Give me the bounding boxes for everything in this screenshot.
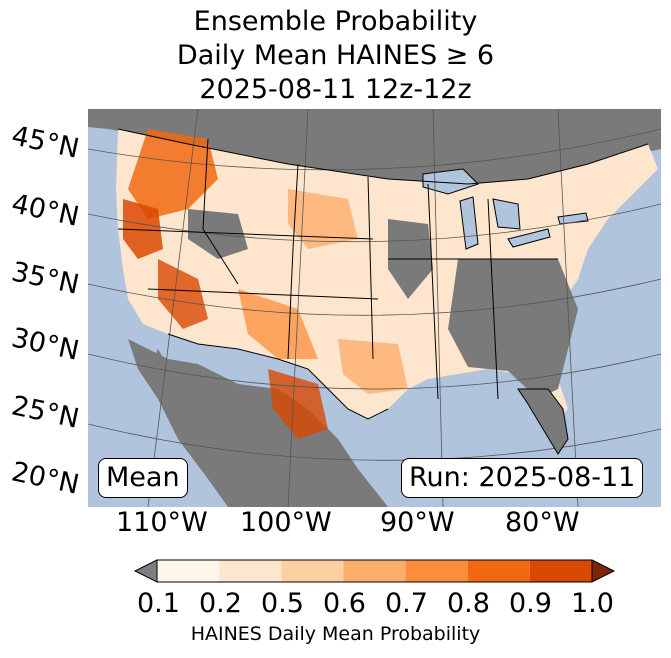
- lon-line-110: [147, 108, 199, 508]
- pacific-nw-high: [128, 129, 218, 219]
- colorbar-label: HAINES Daily Mean Probability: [190, 623, 481, 645]
- lake-erie: [507, 228, 551, 248]
- lon-line-100: [287, 108, 309, 508]
- state-borders: [117, 128, 649, 420]
- colorbar-outline: [156, 559, 593, 583]
- us-canada-border: [117, 128, 649, 185]
- border-segment-7: [427, 183, 439, 400]
- lon-label-110: 110°W: [116, 507, 208, 538]
- stat-label: Mean: [98, 458, 188, 498]
- lon-line-90: [432, 108, 444, 508]
- colorbar-segment-3: [343, 560, 406, 582]
- s-california-high: [158, 259, 208, 329]
- lat-label-40: 40°N: [8, 188, 82, 233]
- colorbar-tick-5: 0.8: [447, 588, 490, 619]
- colorbar-segment-4: [405, 560, 468, 582]
- colorbar-segment-6: [529, 560, 592, 582]
- colorbar-over-arrow: [591, 559, 616, 583]
- lat-label-30: 30°N: [8, 322, 82, 367]
- n-california-high: [123, 199, 163, 259]
- lon-label-100: 100°W: [240, 507, 332, 538]
- border-segment-8: [487, 198, 499, 400]
- colorbar-tick-2: 0.5: [261, 588, 304, 619]
- border-segment-3: [367, 176, 374, 360]
- colorbar-tick-1: 0.2: [199, 588, 242, 619]
- colorbar-tick-4: 0.7: [385, 588, 428, 619]
- colorbar-tick-6: 0.9: [509, 588, 552, 619]
- graticule: [87, 108, 662, 508]
- lat-label-45: 45°N: [8, 120, 82, 165]
- border-segment-5: [147, 288, 379, 300]
- mexico-land: [128, 339, 388, 507]
- lat-line-40: [87, 203, 662, 243]
- colorbar-under-arrow: [133, 559, 158, 583]
- rockies-mid: [288, 189, 358, 249]
- lat-label-35: 35°N: [8, 256, 82, 301]
- colorbar-tick-3: 0.6: [323, 588, 366, 619]
- border-segment-2: [287, 163, 299, 360]
- lat-line-35: [87, 278, 662, 316]
- colorbar-tick-7: 1.0: [571, 588, 614, 619]
- southeast-masked: [448, 259, 578, 399]
- lon-line-80: [557, 108, 579, 508]
- lon-label-90: 90°W: [380, 507, 455, 538]
- colorbar-segments: [133, 559, 616, 583]
- florida: [517, 388, 569, 455]
- baja-peninsula: [154, 349, 203, 454]
- texas-mid: [338, 339, 408, 394]
- gulf-of-mexico: [388, 389, 568, 479]
- us-mexico-border: [167, 333, 389, 420]
- colorbar: [133, 559, 616, 583]
- colorbar-segment-0: [157, 560, 220, 582]
- title-line-2: Daily Mean HAINES ≥ 6: [176, 40, 495, 71]
- lon-label-80: 80°W: [505, 507, 580, 538]
- lat-label-20: 20°N: [8, 456, 82, 501]
- border-segment-1: [202, 138, 239, 285]
- mexico-high: [268, 369, 328, 439]
- run-label: Run: 2025-08-11: [401, 458, 644, 498]
- border-segment-4: [117, 228, 374, 240]
- map-panel: [87, 108, 662, 508]
- southwest-mid: [238, 289, 318, 359]
- lat-line-45: [87, 128, 662, 171]
- title-line-1: Ensemble Probability: [193, 6, 478, 37]
- colorbar-segment-2: [281, 560, 344, 582]
- lat-line-25: [87, 423, 662, 461]
- lake-superior: [422, 168, 479, 195]
- colorbar-tick-0: 0.1: [137, 588, 180, 619]
- canada-land: [88, 109, 661, 184]
- title-line-3: 2025-08-11 12z-12z: [199, 74, 472, 105]
- colorbar-segment-5: [467, 560, 530, 582]
- lake-huron: [492, 198, 521, 230]
- colorbar-segment-1: [219, 560, 282, 582]
- map-svg: [87, 108, 662, 508]
- lat-label-25: 25°N: [8, 390, 82, 435]
- lat-line-30: [87, 353, 662, 390]
